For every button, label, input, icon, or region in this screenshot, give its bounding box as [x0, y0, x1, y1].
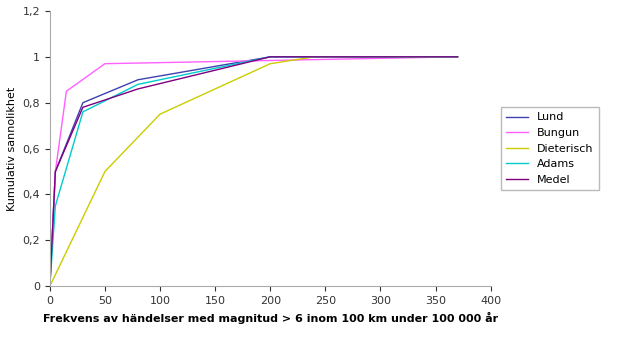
Adams [134, 82, 142, 87]
Dieterisch [101, 169, 109, 173]
Medel [52, 169, 59, 173]
Dieterisch [57, 261, 65, 265]
Y-axis label: Kumulativ sannolikhet: Kumulativ sannolikhet [7, 87, 17, 211]
Bungun [454, 55, 461, 59]
Lund [267, 55, 274, 59]
Line: Adams: Adams [50, 57, 457, 286]
Lund [52, 169, 59, 173]
Bungun [52, 169, 59, 173]
Adams [46, 284, 53, 288]
Lund [46, 284, 53, 288]
X-axis label: Frekvens av händelser med magnitud > 6 inom 100 km under 100 000 år: Frekvens av händelser med magnitud > 6 i… [43, 311, 498, 324]
Lund [454, 55, 461, 59]
Medel [267, 55, 274, 59]
Lund [134, 78, 142, 82]
Adams [454, 55, 461, 59]
Dieterisch [311, 55, 318, 59]
Dieterisch [454, 55, 461, 59]
Legend: Lund, Bungun, Dieterisch, Adams, Medel: Lund, Bungun, Dieterisch, Adams, Medel [501, 107, 599, 190]
Medel [454, 55, 461, 59]
Line: Medel: Medel [50, 57, 457, 286]
Adams [52, 204, 59, 208]
Medel [46, 284, 53, 288]
Bungun [101, 62, 109, 66]
Medel [79, 105, 87, 109]
Line: Bungun: Bungun [50, 57, 457, 286]
Adams [79, 110, 87, 114]
Lund [79, 101, 87, 105]
Line: Dieterisch: Dieterisch [50, 57, 457, 286]
Bungun [63, 89, 70, 93]
Dieterisch [46, 284, 53, 288]
Bungun [46, 284, 53, 288]
Dieterisch [267, 62, 274, 66]
Dieterisch [156, 112, 164, 116]
Medel [134, 87, 142, 91]
Adams [267, 55, 274, 59]
Line: Lund: Lund [50, 57, 457, 286]
